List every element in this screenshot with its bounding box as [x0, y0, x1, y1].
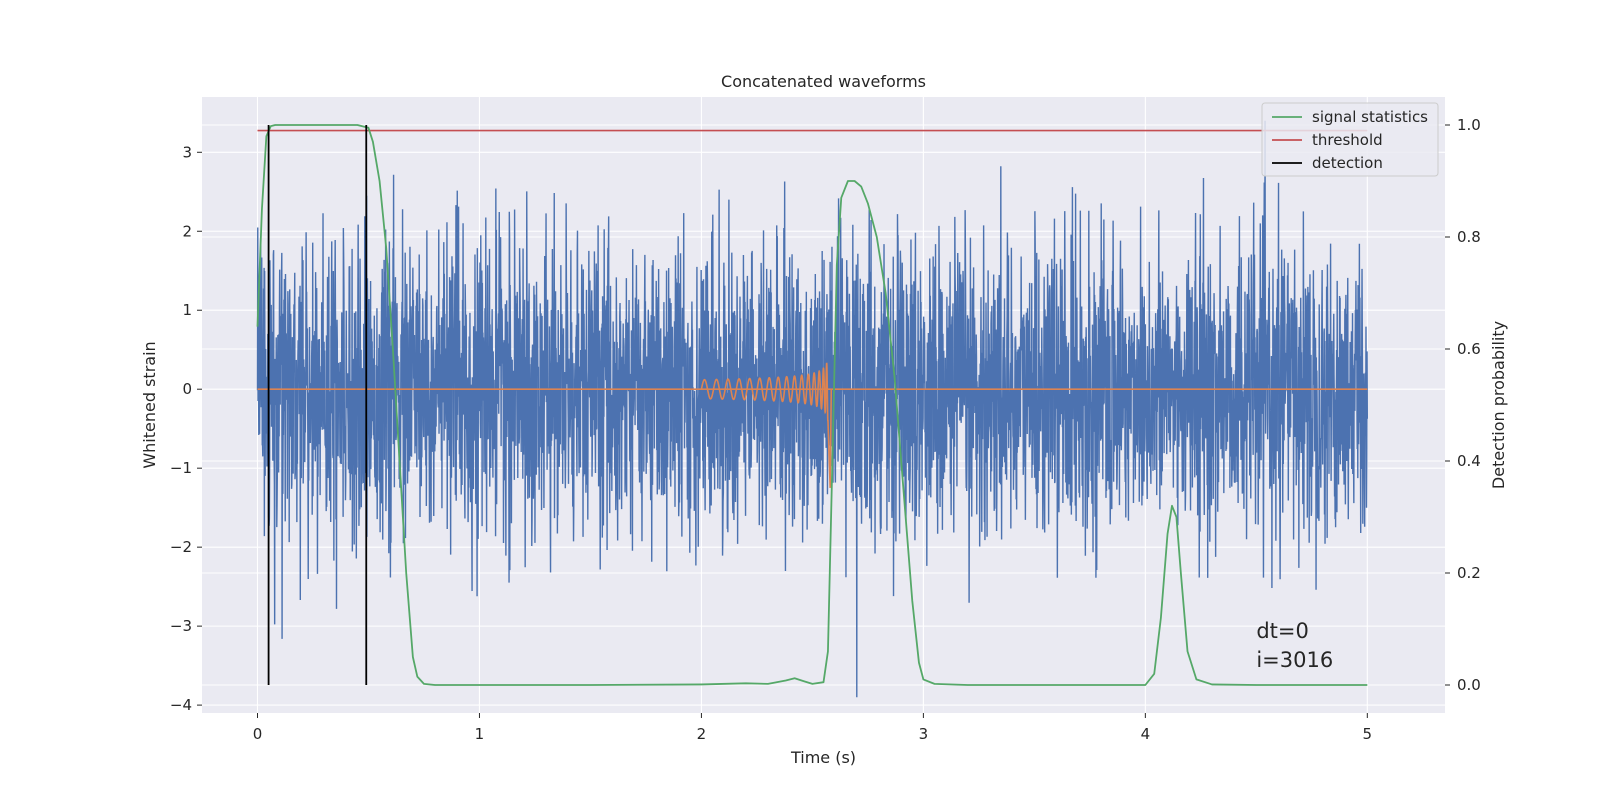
y2-tick-label: 0.2 — [1457, 564, 1481, 582]
waveform-series-line — [700, 362, 833, 488]
y2-tick-label: 0.4 — [1457, 452, 1481, 470]
y-tick-label: 3 — [182, 143, 192, 161]
y-tick-label: −4 — [170, 696, 192, 714]
x-tick-label: 5 — [1363, 725, 1373, 743]
strain-series-line — [256, 120, 1369, 698]
chart-title: Concatenated waveforms — [721, 72, 926, 91]
annotation-dt: dt=0 — [1256, 619, 1309, 643]
y-tick-label: −1 — [170, 459, 192, 477]
y-tick-label: 2 — [182, 222, 192, 240]
y-tick-label: −3 — [170, 617, 192, 635]
x-tick-label: 3 — [919, 725, 929, 743]
y-tick-label: 1 — [182, 301, 192, 319]
legend-label: threshold — [1312, 131, 1383, 149]
x-tick-label: 2 — [697, 725, 707, 743]
legend-label: signal statistics — [1312, 108, 1428, 126]
y-axis-title: Whitened strain — [140, 341, 159, 468]
y2-tick-label: 0.6 — [1457, 340, 1481, 358]
y2-tick-label: 0.8 — [1457, 228, 1481, 246]
y2-tick-label: 1.0 — [1457, 116, 1481, 134]
legend-label: detection — [1312, 154, 1383, 172]
x-tick-label: 1 — [475, 725, 485, 743]
legend-box — [1261, 102, 1439, 177]
signal-statistics-line — [256, 124, 1368, 686]
annotation-index: i=3016 — [1256, 648, 1333, 672]
y-tick-label: 0 — [182, 380, 192, 398]
x-tick-label: 4 — [1141, 725, 1151, 743]
y2-tick-label: 0.0 — [1457, 676, 1481, 694]
y-tick-label: −2 — [170, 538, 192, 556]
x-tick-label: 0 — [253, 725, 263, 743]
y2-axis-title: Detection probability — [1489, 321, 1508, 489]
x-axis-title: Time (s) — [790, 748, 856, 767]
